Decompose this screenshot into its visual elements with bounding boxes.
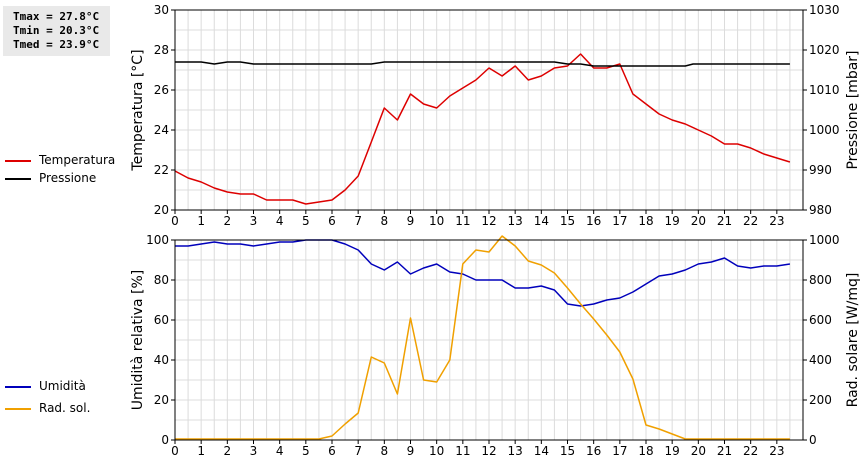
bottom-y-tick-label: 100 <box>146 233 169 247</box>
bottom-x-tick-label: 5 <box>302 444 310 458</box>
bottom-x-tick-label: 1 <box>197 444 205 458</box>
bottom-y2-tick-label: 1000 <box>809 233 840 247</box>
bottom-y-axis-title: Umidità relativa [%] <box>130 270 146 411</box>
legend-swatch-pressione <box>5 178 31 180</box>
bottom-series-umidit <box>175 239 791 307</box>
bottom-x-tick-label: 21 <box>717 444 732 458</box>
bottom-y-tick-label: 80 <box>154 273 169 287</box>
bottom-y-tick-label: 40 <box>154 353 169 367</box>
bottom-x-tick-label: 9 <box>407 444 415 458</box>
top-x-tick-label: 21 <box>717 214 732 228</box>
top-x-tick-label: 7 <box>354 214 362 228</box>
top-y-axis-title: Temperatura [°C] <box>130 49 146 171</box>
top-x-tick-label: 16 <box>586 214 601 228</box>
top-x-tick-label: 23 <box>769 214 784 228</box>
top-x-tick-label: 2 <box>224 214 232 228</box>
legend-swatch-rad-sol <box>5 408 31 410</box>
bottom-x-tick-label: 2 <box>224 444 232 458</box>
bottom-y2-tick-label: 800 <box>809 273 832 287</box>
top-y-tick-label: 30 <box>154 3 169 17</box>
bottom-x-tick-label: 7 <box>354 444 362 458</box>
top-x-tick-label: 19 <box>665 214 680 228</box>
top-x-tick-label: 10 <box>429 214 444 228</box>
bottom-y-tick-label: 60 <box>154 313 169 327</box>
top-x-tick-label: 3 <box>250 214 258 228</box>
legend-label-pressione: Pressione <box>39 171 97 185</box>
bottom-x-tick-label: 12 <box>481 444 496 458</box>
top-x-tick-label: 6 <box>328 214 336 228</box>
top-x-tick-label: 1 <box>197 214 205 228</box>
top-y2-tick-label: 1000 <box>809 123 840 137</box>
bottom-x-tick-label: 17 <box>612 444 627 458</box>
legend-label-rad-sol: Rad. sol. <box>39 401 91 415</box>
bottom-x-tick-label: 10 <box>429 444 444 458</box>
bottom-x-tick-label: 23 <box>769 444 784 458</box>
top-x-tick-label: 17 <box>612 214 627 228</box>
bottom-x-tick-label: 8 <box>381 444 389 458</box>
top-x-tick-label: 5 <box>302 214 310 228</box>
tmin-stat: Tmin = 20.3°C <box>13 24 100 37</box>
tmax-stat: Tmax = 27.8°C <box>13 10 100 23</box>
top-x-tick-label: 9 <box>407 214 415 228</box>
bottom-x-tick-label: 4 <box>276 444 284 458</box>
top-y-tick-label: 24 <box>154 123 169 137</box>
stats-box: Tmax = 27.8°C Tmin = 20.3°C Tmed = 23.9°… <box>3 6 110 56</box>
top-x-tick-label: 11 <box>455 214 470 228</box>
bottom-x-tick-label: 3 <box>250 444 258 458</box>
bottom-x-tick-label: 6 <box>328 444 336 458</box>
top-y-tick-label: 28 <box>154 43 169 57</box>
top-y-tick-label: 20 <box>154 203 169 217</box>
bottom-y2-tick-label: 400 <box>809 353 832 367</box>
top-x-tick-label: 22 <box>743 214 758 228</box>
top-x-tick-label: 14 <box>534 214 549 228</box>
top-series-pressione <box>175 61 790 67</box>
legend-swatch-umidita <box>5 386 31 388</box>
bottom-y2-tick-label: 200 <box>809 393 832 407</box>
bottom-series-rad-sol <box>175 235 790 440</box>
top-y2-tick-label: 1030 <box>809 3 840 17</box>
bottom-y-tick-label: 20 <box>154 393 169 407</box>
bottom-x-tick-label: 0 <box>171 444 179 458</box>
bottom-x-tick-label: 20 <box>691 444 706 458</box>
legend-label-temperatura: Temperatura <box>39 153 116 167</box>
top-x-tick-label: 20 <box>691 214 706 228</box>
bottom-x-tick-label: 15 <box>560 444 575 458</box>
bottom-x-tick-label: 13 <box>508 444 523 458</box>
top-y-tick-label: 22 <box>154 163 169 177</box>
top-series-temperatura <box>174 53 791 205</box>
bottom-x-tick-label: 14 <box>534 444 549 458</box>
top-x-tick-label: 12 <box>481 214 496 228</box>
bottom-x-tick-label: 22 <box>743 444 758 458</box>
legend-label-umidita: Umidità <box>39 379 86 393</box>
top-y-tick-label: 26 <box>154 83 169 97</box>
legend-swatch-temperatura <box>5 160 31 162</box>
top-x-tick-label: 0 <box>171 214 179 228</box>
bottom-y2-tick-label: 0 <box>809 433 817 447</box>
bottom-y-tick-label: 0 <box>161 433 169 447</box>
top-x-tick-label: 15 <box>560 214 575 228</box>
top-y2-axis-title: Pressione [mbar] <box>845 50 860 169</box>
bottom-x-tick-label: 19 <box>665 444 680 458</box>
bottom-y2-tick-label: 600 <box>809 313 832 327</box>
bottom-y2-axis-title: Rad. solare [W/mq] <box>845 273 860 408</box>
bottom-x-tick-label: 16 <box>586 444 601 458</box>
top-x-tick-label: 13 <box>508 214 523 228</box>
top-y2-tick-label: 1010 <box>809 83 840 97</box>
tmed-stat: Tmed = 23.9°C <box>13 38 100 51</box>
bottom-x-tick-label: 11 <box>455 444 470 458</box>
top-y2-tick-label: 980 <box>809 203 832 217</box>
top-x-tick-label: 4 <box>276 214 284 228</box>
top-y2-tick-label: 1020 <box>809 43 840 57</box>
top-y2-tick-label: 990 <box>809 163 832 177</box>
bottom-x-tick-label: 18 <box>638 444 653 458</box>
top-x-tick-label: 8 <box>381 214 389 228</box>
top-x-tick-label: 18 <box>638 214 653 228</box>
